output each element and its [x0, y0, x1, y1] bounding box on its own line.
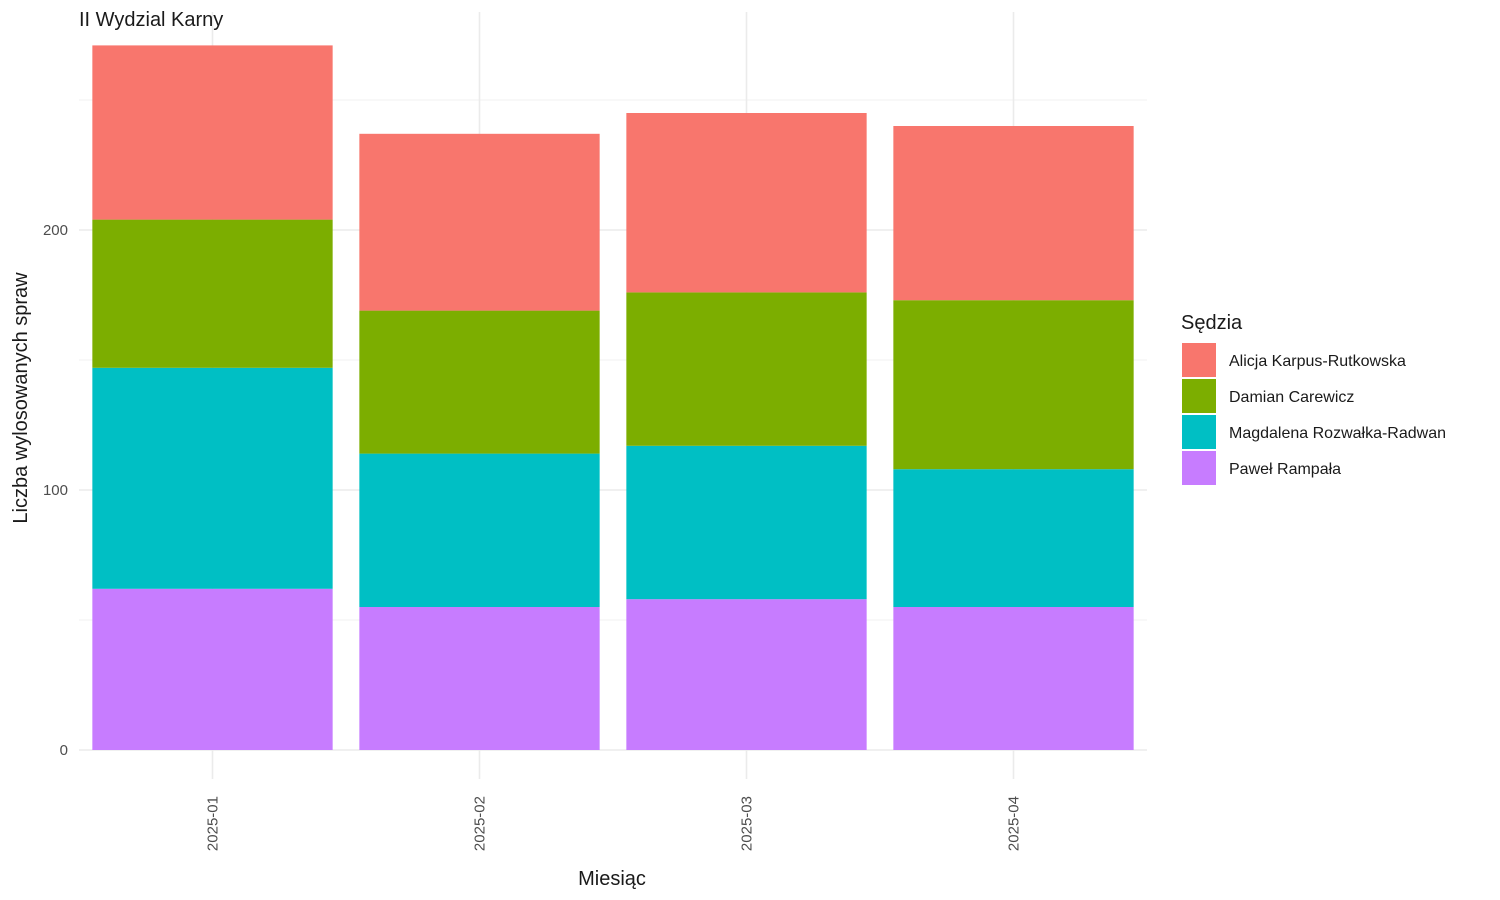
- bar-segment: [92, 588, 333, 750]
- legend: Sędzia Alicja Karpus-Rutkowska Damian Car…: [1181, 312, 1446, 485]
- bar-segment: [92, 367, 333, 589]
- axis-layer: 0 100 200 2025-01 2025-02 2025-03 2025-04: [43, 222, 1023, 851]
- bar-segment: [893, 300, 1134, 470]
- bar-segment: [626, 292, 867, 446]
- bar-segment: [893, 607, 1134, 750]
- y-tick-label: 200: [43, 222, 68, 239]
- legend-label: Magdalena Rozwałka-Radwan: [1229, 425, 1446, 442]
- y-tick-label: 0: [60, 742, 68, 759]
- legend-label: Paweł Rampała: [1229, 461, 1341, 478]
- bar-segment: [92, 219, 333, 368]
- x-tick-label: 2025-02: [472, 796, 489, 851]
- bar-segment: [359, 607, 600, 750]
- bars-layer: [92, 45, 1134, 750]
- legend-swatch: [1182, 379, 1216, 413]
- bar-segment: [359, 310, 600, 454]
- legend-label: Damian Carewicz: [1229, 389, 1354, 406]
- legend-label: Alicja Karpus-Rutkowska: [1229, 353, 1406, 370]
- legend-swatch: [1182, 343, 1216, 377]
- bar-segment: [359, 133, 600, 311]
- x-tick-label: 2025-03: [739, 796, 756, 851]
- x-axis-title: Miesiąc: [578, 868, 646, 890]
- y-axis-title: Liczba wylosowanych spraw: [10, 272, 32, 524]
- bar-segment: [626, 445, 867, 600]
- x-tick-label: 2025-01: [205, 796, 222, 851]
- x-tick-label: 2025-04: [1006, 796, 1023, 851]
- bar-segment: [359, 453, 600, 607]
- legend-swatch: [1182, 451, 1216, 485]
- legend-title: Sędzia: [1181, 312, 1243, 334]
- bar-segment: [893, 469, 1134, 607]
- chart-title: II Wydzial Karny: [79, 9, 223, 31]
- bar-segment: [92, 45, 333, 220]
- y-tick-label: 100: [43, 482, 68, 499]
- legend-swatch: [1182, 415, 1216, 449]
- bar-segment: [626, 113, 867, 293]
- bar-segment: [626, 599, 867, 750]
- bar-segment: [893, 126, 1134, 301]
